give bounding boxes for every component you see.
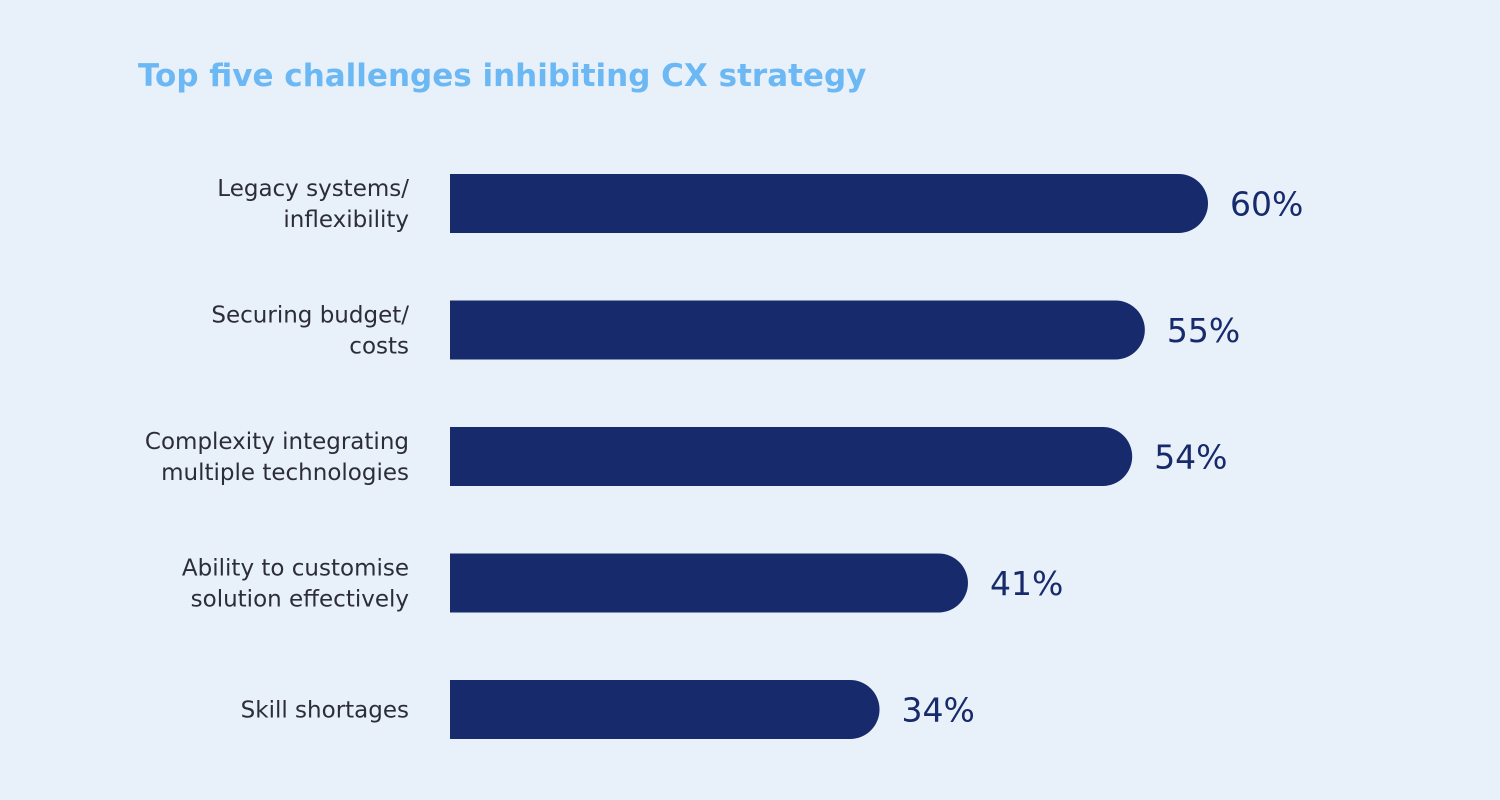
chart-title: Top five challenges inhibiting CX strate…: [138, 58, 867, 94]
value-label: 34%: [902, 691, 975, 730]
bar: [450, 427, 1133, 486]
value-label: 60%: [1230, 185, 1303, 224]
bars-layer: 60% Legacy systems/inflexibility 55% Securi…: [145, 174, 1303, 739]
bar: [450, 300, 1145, 360]
category-label: Skill shortages: [241, 698, 409, 724]
category-label: costs: [349, 334, 409, 360]
value-label: 54%: [1154, 438, 1227, 477]
bar: [450, 680, 880, 739]
category-label: solution effectively: [191, 587, 409, 613]
value-label: 41%: [990, 564, 1063, 603]
bar: [450, 553, 968, 613]
value-label: 55%: [1167, 311, 1240, 350]
category-label: inflexibility: [283, 207, 409, 233]
category-label: Legacy systems/: [217, 176, 409, 202]
category-label: multiple technologies: [161, 460, 409, 486]
category-label: Complexity integrating: [145, 429, 409, 455]
category-label: Ability to customise: [182, 556, 409, 582]
category-label: Securing budget/: [211, 303, 409, 329]
bar: [450, 174, 1208, 233]
